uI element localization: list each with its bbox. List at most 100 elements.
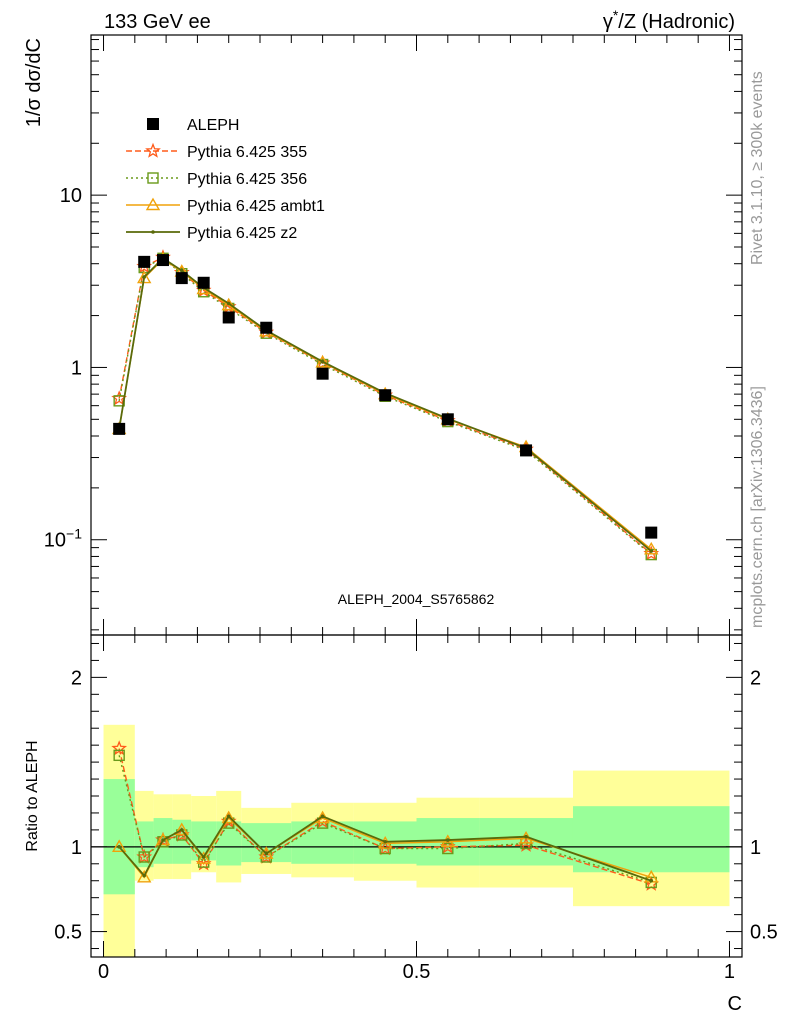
ratio-ylabel: Ratio to ALEPH [24, 740, 41, 851]
series-line-z2 [118, 257, 652, 552]
ratio-band-inner-10 [479, 818, 573, 866]
ratio-band-inner-4 [191, 821, 217, 861]
point-z2-3 [179, 268, 184, 273]
ratio-ytick-label-right: 0.5 [750, 922, 778, 944]
series-ambt1 [111, 251, 659, 555]
ratio-point-ambt1-1 [137, 869, 152, 883]
ratio-point-p355-0 [111, 740, 128, 756]
ratio-point-z2-8 [383, 839, 388, 844]
main-ylabel: 1/σ dσ/dC [23, 38, 45, 127]
legend-label-z2: Pythia 6.425 z2 [187, 225, 297, 242]
ratio-point-ambt1-0 [111, 839, 127, 853]
legend-entry-ambt1: Pythia 6.425 ambt1 [126, 197, 325, 215]
point-z2-1 [142, 275, 147, 279]
legend-entry-data: ALEPH [147, 117, 239, 134]
point-ambt1-1 [137, 270, 152, 284]
legend-entry-p356: Pythia 6.425 356 [126, 171, 307, 188]
ratio-band-inner-3 [172, 819, 192, 864]
point-data-0 [113, 422, 126, 435]
point-data-6 [260, 321, 273, 334]
main-ytick-label: 10−1 [44, 526, 82, 552]
point-data-5 [222, 311, 235, 324]
ratio-ytick-label: 0.5 [54, 922, 82, 944]
main-plot-data [111, 249, 660, 561]
ratio-point-z2-10 [524, 834, 528, 839]
point-z2-11 [649, 549, 654, 553]
header-process-label: γ*/Z (Hadronic) [603, 7, 735, 33]
ratio-point-p356-0 [113, 749, 125, 762]
ratio-point-z2-11 [649, 878, 654, 883]
legend: ALEPH Pythia 6.425 355 Pythia 6.425 356 Pyt… [126, 117, 325, 242]
ratio-point-p356-9 [442, 842, 454, 855]
ratio-series-z2 [117, 814, 654, 883]
point-data-4 [197, 276, 210, 289]
point-data-9 [441, 413, 454, 426]
point-z2-5 [226, 301, 231, 306]
ratio-point-z2-5 [226, 814, 231, 819]
point-data-2 [156, 254, 169, 267]
legend-marker-ambt1 [145, 197, 161, 211]
legend-label-p355: Pythia 6.425 355 [187, 144, 307, 161]
ratio-point-ambt1-5 [221, 810, 236, 824]
main-plot-panel: 10−1 1 10 ALEPH_2004_S5765862 ALEPH Pythia … [44, 34, 743, 636]
series-line-ambt1 [118, 258, 652, 550]
main-ytick-label: 1 [71, 357, 82, 379]
ratio-point-z2-1 [142, 873, 147, 878]
legend-marker-p355 [145, 142, 161, 158]
point-z2-7 [320, 359, 325, 364]
ratio-ytick-label: 2 [71, 667, 82, 689]
series-line-p355 [118, 256, 652, 555]
point-ambt1-7 [315, 354, 330, 368]
ratio-ytick-label: 1 [71, 837, 82, 859]
analysis-watermark: ALEPH_2004_S5765862 [338, 591, 495, 607]
ratio-point-z2-7 [320, 814, 325, 819]
series-p355 [111, 249, 660, 561]
legend-marker-z2 [151, 230, 155, 234]
legend-entry-p355: Pythia 6.425 355 [126, 142, 307, 161]
ratio-plot-axes: 0.5 0.5 1 1 2 2 0 0.5 1 [54, 634, 778, 983]
series-p356 [113, 252, 657, 561]
ratio-point-ambt1-4 [196, 851, 211, 864]
x-axis-label: C [728, 993, 742, 1015]
ratio-point-ambt1-6 [259, 846, 274, 859]
ratio-point-ambt1-8 [377, 836, 393, 849]
legend-label-ambt1: Pythia 6.425 ambt1 [187, 198, 325, 215]
series-line-p356 [118, 257, 652, 556]
ratio-ytick-label-right: 2 [750, 667, 761, 689]
series-data [113, 254, 658, 539]
legend-entry-z2: Pythia 6.425 z2 [126, 225, 297, 242]
side-label-rivet: Rivet 3.1.10, ≥ 300k events [749, 71, 766, 265]
point-ambt1-5 [221, 297, 236, 311]
ratio-point-p356-1 [138, 851, 150, 863]
ratio-line-p356 [118, 755, 652, 884]
side-label-mcplots: mcplots.cern.ch [arXiv:1306.3436] [749, 386, 766, 628]
ratio-point-z2-3 [179, 828, 184, 832]
ratio-point-ambt1-3 [174, 822, 189, 836]
point-data-3 [175, 272, 188, 285]
legend-label-data: ALEPH [187, 117, 239, 134]
ratio-plot-panel: 0.5 0.5 1 1 2 2 0 0.5 1 [54, 634, 778, 983]
ratio-band-inner-0 [103, 779, 135, 895]
point-data-7 [316, 367, 329, 380]
main-plot-axes: 10−1 1 10 [44, 34, 743, 636]
point-data-11 [645, 526, 658, 539]
legend-marker-data [147, 118, 159, 130]
legend-marker-p356 [147, 172, 159, 184]
xtick-label: 0.5 [403, 961, 431, 983]
ratio-point-z2-9 [445, 838, 450, 842]
series-z2 [117, 256, 654, 553]
xtick-label: 1 [724, 961, 735, 983]
ratio-point-z2-0 [117, 845, 121, 849]
legend-label-p356: Pythia 6.425 356 [187, 171, 307, 188]
xtick-label: 0 [98, 961, 109, 983]
ratio-ytick-label-right: 1 [750, 837, 761, 859]
header-energy-label: 133 GeV ee [104, 11, 211, 33]
point-data-8 [379, 389, 392, 402]
ratio-line-z2 [118, 814, 652, 882]
point-data-1 [138, 255, 151, 268]
ratio-point-z2-6 [264, 851, 269, 856]
ratio-point-z2-2 [161, 838, 165, 842]
ratio-plot-data [91, 740, 742, 891]
point-data-10 [520, 444, 533, 457]
